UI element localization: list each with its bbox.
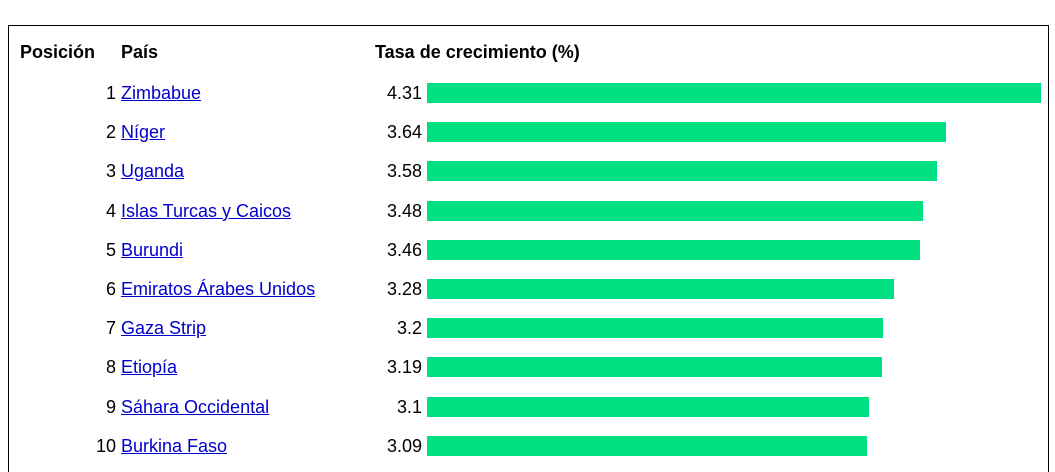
bar [427, 161, 938, 182]
rank: 3 [105, 161, 116, 182]
value: 3.46 [386, 239, 422, 260]
bar [427, 396, 869, 417]
country-link[interactable]: Zimbabue [121, 83, 202, 103]
rank: 9 [105, 396, 116, 417]
bar [427, 239, 921, 260]
rank: 4 [105, 200, 116, 221]
country-link[interactable]: Etiopía [121, 357, 178, 378]
value: 3.1 [396, 396, 422, 417]
country-link[interactable]: Emiratos Árabes Unidos [121, 279, 316, 299]
value: 3.19 [386, 357, 422, 378]
value: 3.64 [386, 122, 422, 143]
bar [427, 318, 883, 339]
country-link[interactable]: Sáhara Occidental [121, 396, 270, 417]
rank: 1 [105, 83, 116, 103]
country-link[interactable]: Uganda [121, 161, 185, 182]
value: 3.58 [386, 161, 422, 182]
header: País [121, 42, 159, 62]
rank: 6 [105, 279, 116, 299]
value: 3.2 [396, 318, 422, 339]
value: 3.48 [386, 200, 422, 221]
bar [427, 122, 946, 143]
rank: 2 [105, 122, 116, 143]
value: 3.09 [386, 435, 422, 456]
header: Tasa de crecimiento (%) [375, 42, 580, 62]
bar [427, 357, 882, 378]
rank: 10 [95, 435, 116, 456]
country-link[interactable]: Islas Turcas y Caicos [121, 200, 292, 221]
bar [427, 279, 895, 299]
country-link[interactable]: Gaza Strip [121, 318, 207, 339]
country-link[interactable]: Níger [121, 122, 166, 143]
bar [427, 435, 868, 456]
rank: 7 [105, 318, 116, 339]
rank: 5 [105, 239, 116, 260]
rank: 8 [105, 357, 116, 378]
header: Posición [20, 42, 96, 62]
value: 3.28 [386, 279, 422, 299]
country-link[interactable]: Burkina Faso [121, 435, 228, 456]
bar [427, 200, 923, 221]
bar [427, 83, 1042, 103]
country-link[interactable]: Burundi [121, 239, 184, 260]
value: 4.31 [386, 83, 422, 103]
table-frame [8, 25, 1049, 472]
